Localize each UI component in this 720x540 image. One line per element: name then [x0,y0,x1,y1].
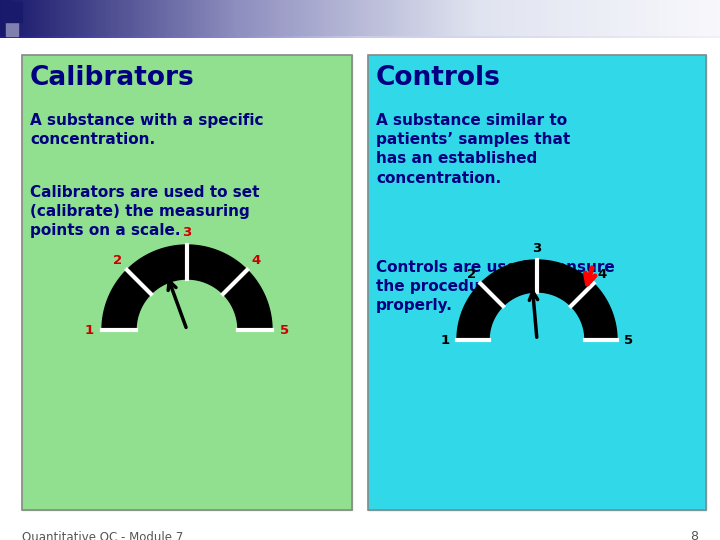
Text: 5: 5 [624,334,634,347]
Text: 2: 2 [467,268,477,281]
Text: 1: 1 [85,323,94,336]
Text: 8: 8 [690,530,698,540]
Text: Quantitative QC - Module 7: Quantitative QC - Module 7 [22,530,184,540]
Text: 2: 2 [113,254,122,267]
Polygon shape [102,245,272,330]
Bar [368,55,706,510]
Text: Calibrators: Calibrators [30,65,194,91]
Text: 5: 5 [280,323,289,336]
Bar [2,2,22,22]
Text: Controls: Controls [376,65,501,91]
Text: 3: 3 [182,226,192,239]
Bar [22,55,352,510]
Text: 1: 1 [441,334,449,347]
Text: 4: 4 [598,268,607,281]
Bar [6,8,18,36]
Text: A substance with a specific
concentration.: A substance with a specific concentratio… [30,113,264,147]
Bar [368,55,706,510]
Text: 4: 4 [251,254,261,267]
Text: Controls are used to ensure
the procedure is working
properly.: Controls are used to ensure the procedur… [376,260,615,313]
Bar [22,55,352,510]
Text: A substance similar to
patients’ samples that
has an established
concentration.: A substance similar to patients’ samples… [376,113,570,186]
Text: Calibrators are used to set
(calibrate) the measuring
points on a scale.: Calibrators are used to set (calibrate) … [30,185,259,238]
Polygon shape [457,260,617,340]
Text: 3: 3 [532,241,541,254]
